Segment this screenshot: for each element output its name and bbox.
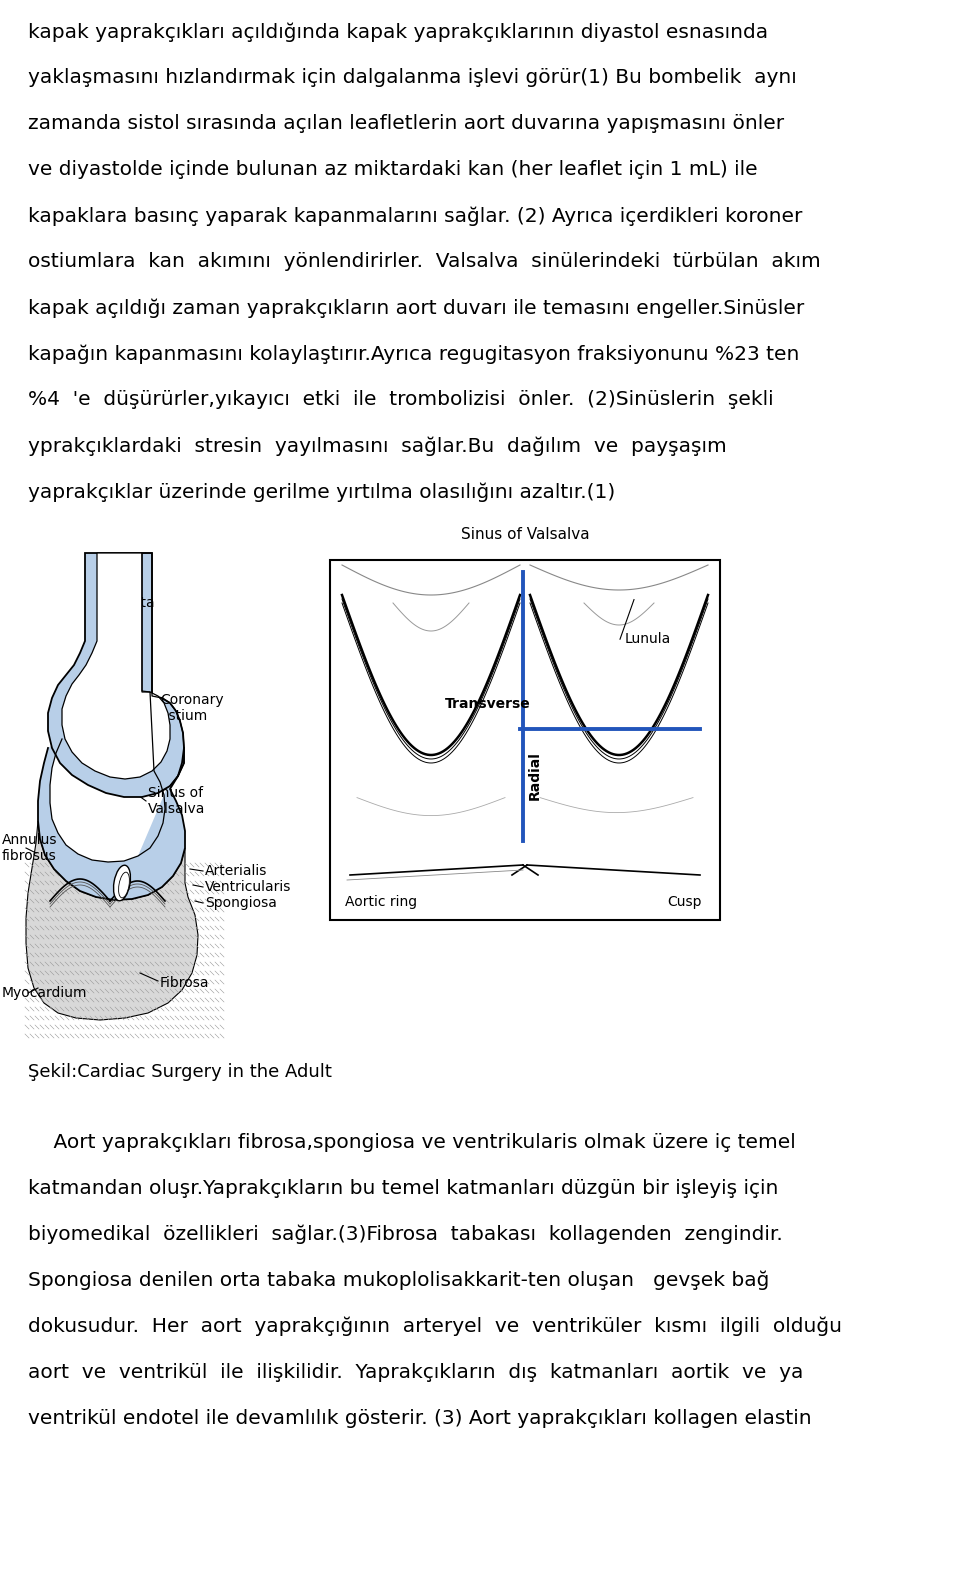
Text: Ventricularis: Ventricularis xyxy=(205,880,292,894)
Polygon shape xyxy=(38,740,185,901)
Ellipse shape xyxy=(113,866,131,901)
Text: kapağın kapanmasını kolaylaştırır.Ayrıca regugitasyon fraksiyonunu %23 ten: kapağın kapanmasını kolaylaştırır.Ayrıca… xyxy=(28,344,800,363)
Text: katmandan oluşr.Yaprakçıkların bu temel katmanları düzgün bir işleyiş için: katmandan oluşr.Yaprakçıkların bu temel … xyxy=(28,1180,779,1199)
Text: Aorta: Aorta xyxy=(118,596,156,611)
Text: Spongiosa: Spongiosa xyxy=(205,896,276,910)
Polygon shape xyxy=(26,821,198,1020)
Text: Fibrosa: Fibrosa xyxy=(160,976,209,990)
Text: Şekil:Cardiac Surgery in the Adult: Şekil:Cardiac Surgery in the Adult xyxy=(28,1063,332,1081)
Text: %4  'e  düşürürler,yıkayıcı  etki  ile  trombolizisi  önler.  (2)Sinüslerin  şek: %4 'e düşürürler,yıkayıcı etki ile tromb… xyxy=(28,391,774,410)
Text: kapaklara basınç yaparak kapanmalarını sağlar. (2) Ayrıca içerdikleri koroner: kapaklara basınç yaparak kapanmalarını s… xyxy=(28,206,803,225)
Text: zamanda sistol sırasında açılan leafletlerin aort duvarına yapışmasını önler: zamanda sistol sırasında açılan leafletl… xyxy=(28,115,784,132)
Text: Sinus of Valsalva: Sinus of Valsalva xyxy=(461,528,589,542)
Polygon shape xyxy=(62,553,170,779)
Text: Annulus
fibrosus: Annulus fibrosus xyxy=(2,834,58,862)
Text: ostiumlara  kan  akımını  yönlendirirler.  Valsalva  sinülerindeki  türbülan  ak: ostiumlara kan akımını yönlendirirler. V… xyxy=(28,252,821,271)
Text: Arterialis: Arterialis xyxy=(205,864,268,878)
Text: yaprakçıklar üzerinde gerilme yırtılma olasılığını azaltır.(1): yaprakçıklar üzerinde gerilme yırtılma o… xyxy=(28,481,615,502)
Text: yprakçıklardaki  stresin  yayılmasını  sağlar.Bu  dağılım  ve  payşaşım: yprakçıklardaki stresin yayılmasını sağl… xyxy=(28,437,727,456)
Text: Transverse: Transverse xyxy=(445,697,531,711)
Text: aort  ve  ventrikül  ile  ilişkilidir.  Yaprakçıkların  dış  katmanları  aortik : aort ve ventrikül ile ilişkilidir. Yapra… xyxy=(28,1363,804,1382)
Text: kapak açıldığı zaman yaprakçıkların aort duvarı ile temasını engeller.Sinüsler: kapak açıldığı zaman yaprakçıkların aort… xyxy=(28,298,804,317)
Text: yaklaşmasını hızlandırmak için dalgalanma işlevi görür(1) Bu bombelik  aynı: yaklaşmasını hızlandırmak için dalgalanm… xyxy=(28,69,797,88)
Text: Aortic ring: Aortic ring xyxy=(345,894,418,909)
Text: Lunula: Lunula xyxy=(625,633,671,646)
Text: Coronary
ostium: Coronary ostium xyxy=(160,693,224,724)
Text: dokusudur.  Her  aort  yaprakçığının  arteryel  ve  ventriküler  kısmı  ilgili  : dokusudur. Her aort yaprakçığının artery… xyxy=(28,1317,842,1336)
Text: ve diyastolde içinde bulunan az miktardaki kan (her leaflet için 1 mL) ile: ve diyastolde içinde bulunan az miktarda… xyxy=(28,159,757,179)
Text: Cusp: Cusp xyxy=(667,894,702,909)
Bar xyxy=(330,559,720,920)
Text: Sinus of
Valsalva: Sinus of Valsalva xyxy=(148,786,205,816)
Text: Radial: Radial xyxy=(528,751,542,800)
Ellipse shape xyxy=(119,872,130,897)
Text: kapak yaprakçıkları açıldığında kapak yaprakçıklarının diyastol esnasında: kapak yaprakçıkları açıldığında kapak ya… xyxy=(28,22,768,41)
Text: Spongiosa denilen orta tabaka mukoplolisakkarit­ten oluşan   gevşek bağ: Spongiosa denilen orta tabaka mukoplolis… xyxy=(28,1270,769,1291)
Text: Myocardium: Myocardium xyxy=(2,987,87,999)
Polygon shape xyxy=(48,553,184,797)
Text: biyomedikal  özellikleri  sağlar.(3)Fibrosa  tabakası  kollagenden  zengindir.: biyomedikal özellikleri sağlar.(3)Fibros… xyxy=(28,1226,782,1245)
Text: ventrikül endotel ile devamlılık gösterir. (3) Aort yaprakçıkları kollagen elast: ventrikül endotel ile devamlılık gösteri… xyxy=(28,1409,811,1428)
Text: Aort yaprakçıkları fibrosa,spongiosa ve ventrikularis olmak üzere iç temel: Aort yaprakçıkları fibrosa,spongiosa ve … xyxy=(28,1133,796,1152)
